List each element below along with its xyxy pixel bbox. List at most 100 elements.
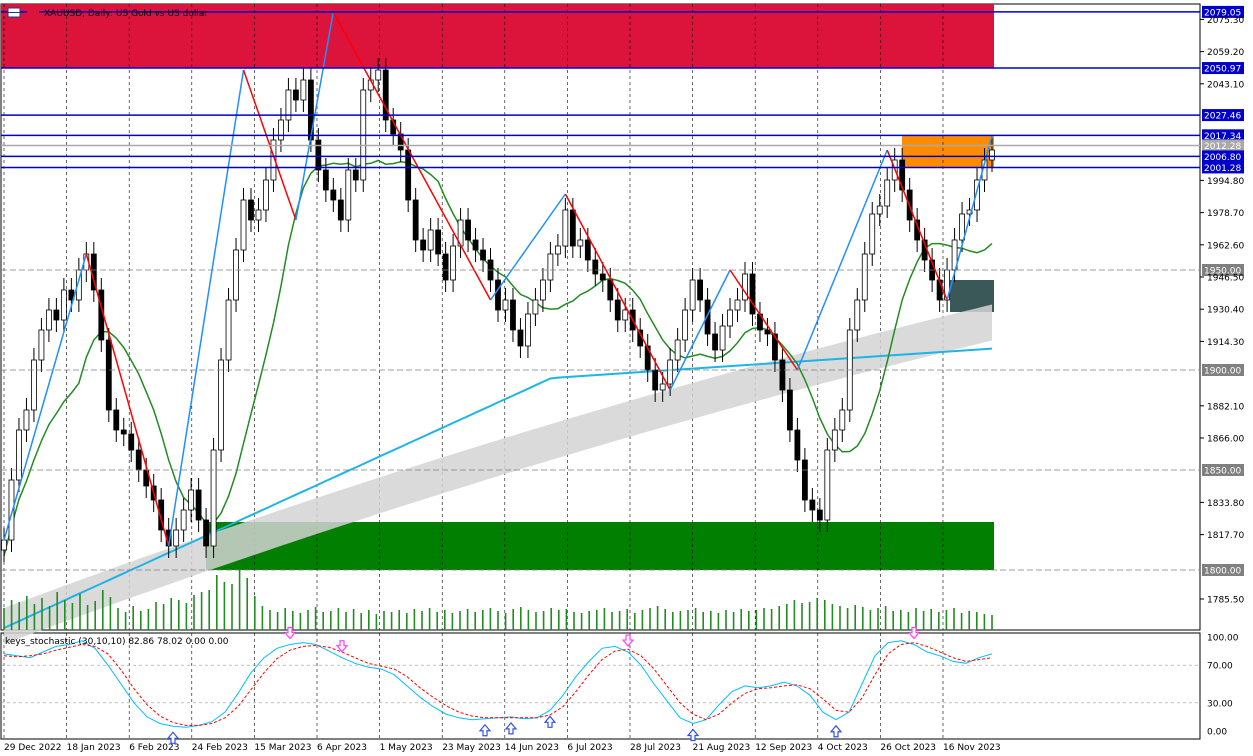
- level-tag: [1202, 161, 1244, 174]
- x-tick-label: 28 Jul 2023: [630, 743, 681, 753]
- level-tag-label: 2050.97: [1204, 65, 1241, 75]
- level-tag-label: 2001.28: [1204, 164, 1241, 174]
- y-tick-label: 1962.60: [1207, 241, 1244, 251]
- zigzag-up-line: [295, 11, 335, 221]
- zigzag-down-line: [564, 193, 671, 391]
- candle-body: [734, 299, 741, 311]
- candle-body: [300, 79, 307, 101]
- candle-body: [472, 239, 479, 251]
- candle-body: [584, 239, 591, 261]
- y-tick-label: 1817.70: [1207, 531, 1244, 541]
- candle-body: [53, 309, 60, 321]
- stochastic-pane: [0, 632, 1201, 740]
- candle-body: [135, 449, 142, 471]
- candle-body: [772, 333, 778, 361]
- stoch-down-arrow-icon: [907, 626, 921, 640]
- level-tag-label: 1850.00: [1204, 467, 1241, 477]
- level-tag-label: 2079.05: [1204, 8, 1241, 18]
- candle-body: [427, 229, 434, 251]
- x-tick-label: 14 Jun 2023: [505, 743, 559, 753]
- zigzag-up-line: [3, 253, 88, 541]
- candle-body: [412, 199, 419, 241]
- y-tick-label: 1930.40: [1207, 306, 1244, 316]
- x-tick-label: 29 Dec 2022: [4, 743, 62, 753]
- candle-body: [989, 149, 995, 161]
- candle-body: [173, 529, 180, 547]
- candle-body: [435, 229, 442, 255]
- level-tag: [1202, 264, 1244, 276]
- x-tick-label: 6 Feb 2023: [129, 743, 179, 753]
- candle-body: [218, 359, 224, 451]
- zigzag-down-line: [85, 253, 170, 547]
- candle-body: [210, 449, 217, 547]
- level-tag: [1202, 62, 1244, 75]
- level-tag: [1202, 464, 1244, 476]
- candle-body: [330, 189, 337, 201]
- stoch-up-arrow-icon: [166, 731, 180, 744]
- candle-body: [263, 179, 269, 211]
- stoch-down-arrow-icon: [621, 634, 635, 647]
- candle-body: [816, 509, 823, 521]
- zone-demand: [206, 522, 994, 570]
- zigzag-up-line: [489, 193, 566, 301]
- candle-body: [285, 89, 292, 121]
- x-tick-label: 15 Mar 2023: [254, 743, 311, 753]
- level-tag: [1202, 129, 1244, 142]
- stoch-label: keys_stochastic (30,10,10) 82.86 78.02 0…: [5, 637, 229, 647]
- candle-body: [801, 459, 808, 501]
- candle-body: [554, 245, 561, 255]
- stoch-up-arrow-icon: [829, 724, 843, 738]
- candle-body: [31, 359, 37, 411]
- candle-body: [180, 509, 187, 531]
- level-tag-label: 1800.00: [1204, 567, 1241, 577]
- x-tick-label: 4 Oct 2023: [818, 743, 868, 753]
- candle-body: [188, 489, 195, 511]
- candle-body: [532, 299, 539, 315]
- candle-body: [255, 209, 262, 221]
- candle-body: [540, 279, 546, 301]
- x-tick-label: 23 May 2023: [442, 743, 501, 753]
- zone-target: [902, 135, 994, 168]
- x-tick-label: 6 Jul 2023: [567, 743, 612, 753]
- zigzag-up-line: [796, 149, 888, 371]
- candle-body: [577, 239, 584, 247]
- candle-body: [854, 299, 861, 331]
- zigzag-up-line: [946, 135, 993, 301]
- candle-body: [113, 409, 120, 431]
- candle-body: [622, 309, 629, 321]
- candle-body: [592, 259, 599, 275]
- candle-body: [60, 289, 67, 321]
- candle-body: [278, 119, 284, 141]
- candle-body: [382, 69, 389, 121]
- candle-body: [749, 273, 756, 315]
- stoch-down-arrow-icon: [283, 626, 297, 640]
- candle-body: [525, 313, 531, 347]
- candle-body: [248, 199, 254, 221]
- y-tick-label: 2043.10: [1207, 80, 1244, 90]
- candle-body: [442, 253, 449, 281]
- candle-body: [659, 383, 666, 391]
- level-tag: [1202, 564, 1244, 576]
- chart-type-icon[interactable]: [27, 8, 39, 17]
- level-tag: [1202, 109, 1244, 122]
- candle-body: [712, 333, 718, 351]
- stoch-main-line: [3, 640, 993, 728]
- zone-supply: [1, 4, 994, 69]
- candle-body: [225, 299, 232, 361]
- x-tick-label: 1 May 2023: [380, 743, 433, 753]
- candle-body: [599, 273, 606, 281]
- x-tick-label: 26 Oct 2023: [880, 743, 936, 753]
- candle-body: [689, 279, 696, 311]
- candle-body: [779, 359, 786, 391]
- x-tick-label: 16 Nov 2023: [943, 743, 1001, 753]
- level-tag-label: 2017.34: [1204, 132, 1241, 142]
- candle-body: [203, 519, 209, 547]
- candle-body: [465, 219, 471, 241]
- candle-body: [502, 299, 509, 311]
- y-tick-label: 1833.80: [1207, 499, 1244, 509]
- x-tick-label: 24 Feb 2023: [192, 743, 248, 753]
- ma-band: [4, 304, 992, 644]
- candle-body: [345, 169, 352, 221]
- candle-body: [667, 359, 674, 385]
